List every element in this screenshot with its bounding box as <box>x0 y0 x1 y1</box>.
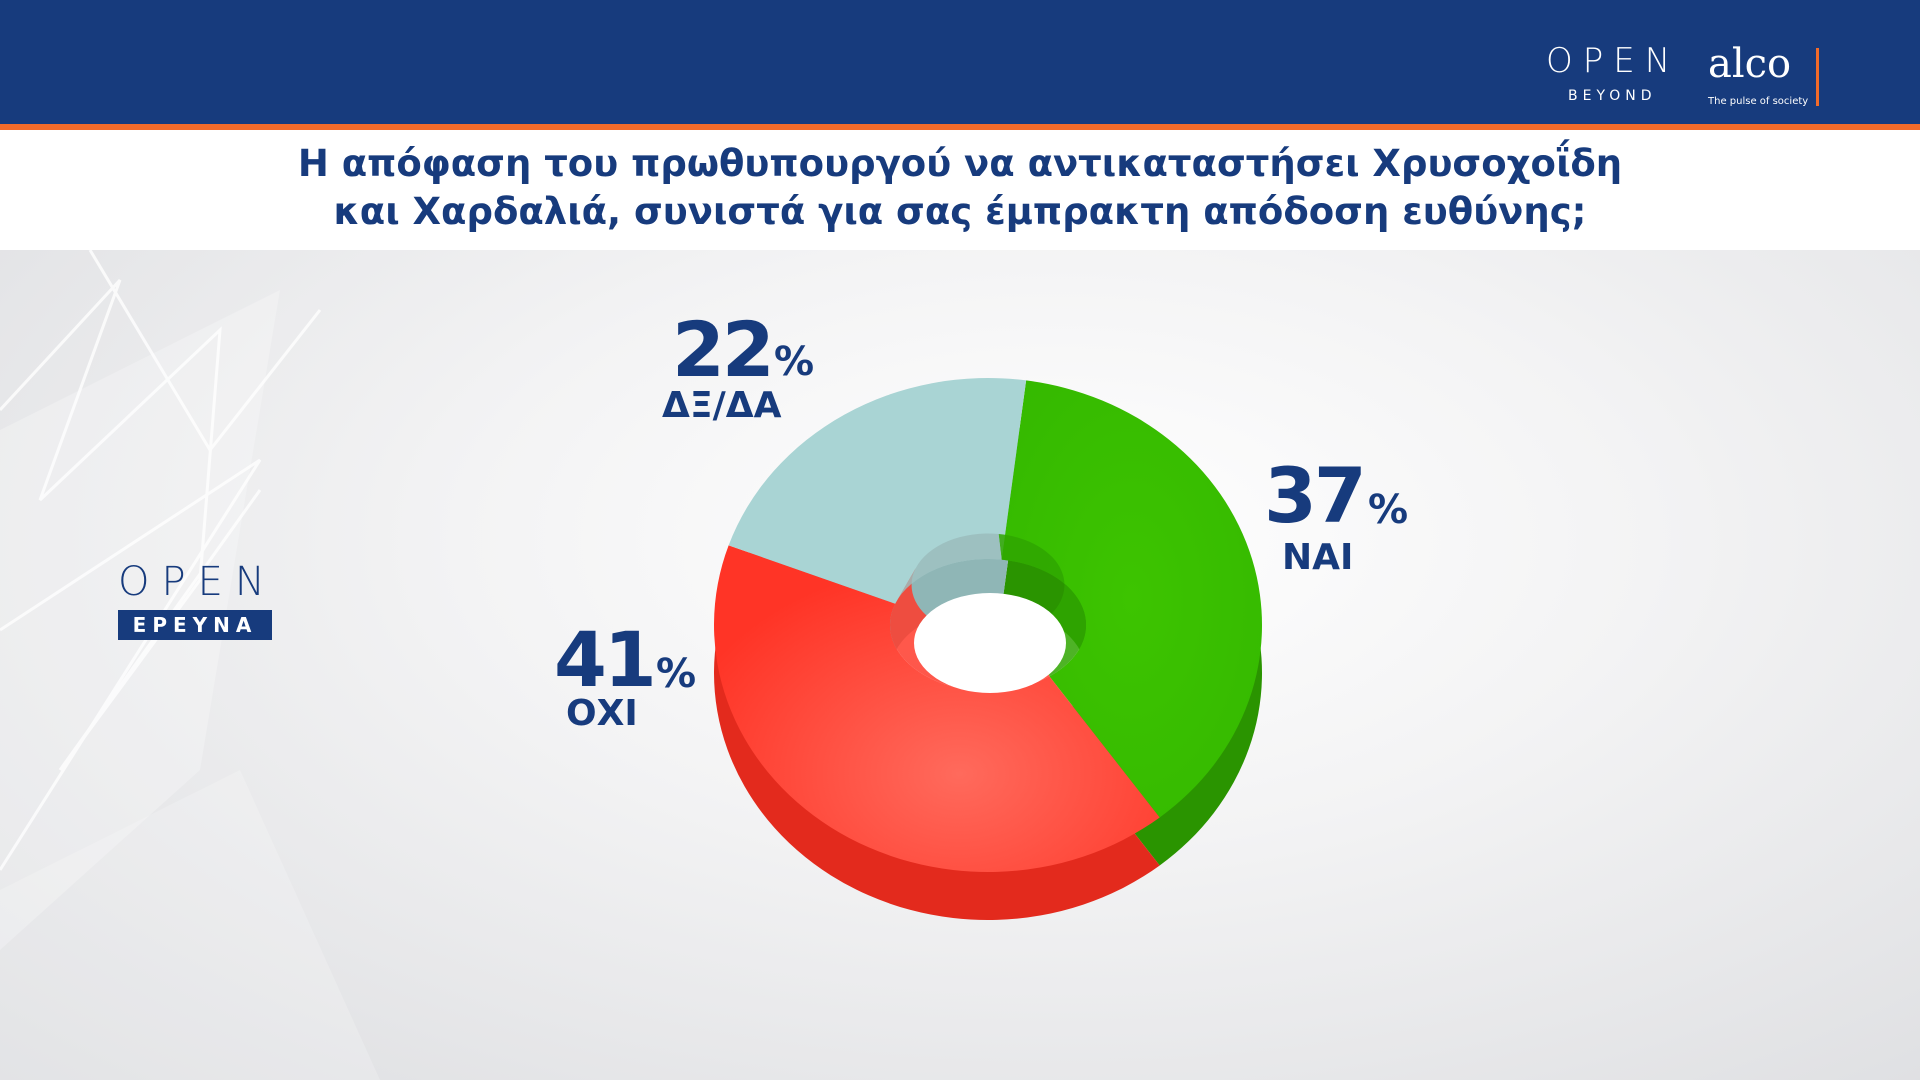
bg-line-3 <box>88 250 322 453</box>
bg-line-1 <box>0 278 262 771</box>
data-label-no-unit: % <box>656 651 697 697</box>
brand-divider <box>1816 48 1819 106</box>
open-ereuna-badge: ΕΡΕΥΝΑ <box>118 610 272 640</box>
donut-slice-no <box>714 545 1160 872</box>
donut-hole <box>914 593 1066 693</box>
top-banner-accent <box>0 124 1920 130</box>
data-label-yes-value: 37 <box>1264 451 1367 540</box>
donut-inner-wall-dk <box>895 533 1002 604</box>
top-banner <box>0 0 1920 124</box>
data-label-yes-category: ΝΑΙ <box>1282 537 1354 578</box>
data-label-dk-category: ΔΞ/ΔΑ <box>662 385 782 426</box>
title-box <box>0 130 1920 250</box>
data-label-dk-unit: % <box>774 339 815 385</box>
data-label-dk-value: 22 <box>672 305 775 394</box>
open-beyond-sublabel: BEYOND <box>1568 88 1657 104</box>
chart-title-line-2: και Χαρδαλιά, συνιστά για σας έμπρακτη α… <box>333 190 1587 233</box>
donut-slice-yes <box>1001 380 1262 818</box>
open-beyond-logo: OPEN <box>1546 41 1681 81</box>
chart-title-line-1: Η απόφαση του πρωθυπουργού να αντικαταστ… <box>297 142 1623 185</box>
data-label-no-category: ΟΧΙ <box>566 693 638 734</box>
alco-logo: alco <box>1708 41 1792 87</box>
open-ereuna-logo: OPEN <box>118 559 277 605</box>
bg-line-2 <box>0 458 262 871</box>
data-label-yes-unit: % <box>1368 487 1409 533</box>
bg-shape-2 <box>0 770 380 1080</box>
alco-tagline: The pulse of society <box>1708 96 1809 107</box>
data-label-no-value: 41 <box>554 615 657 704</box>
